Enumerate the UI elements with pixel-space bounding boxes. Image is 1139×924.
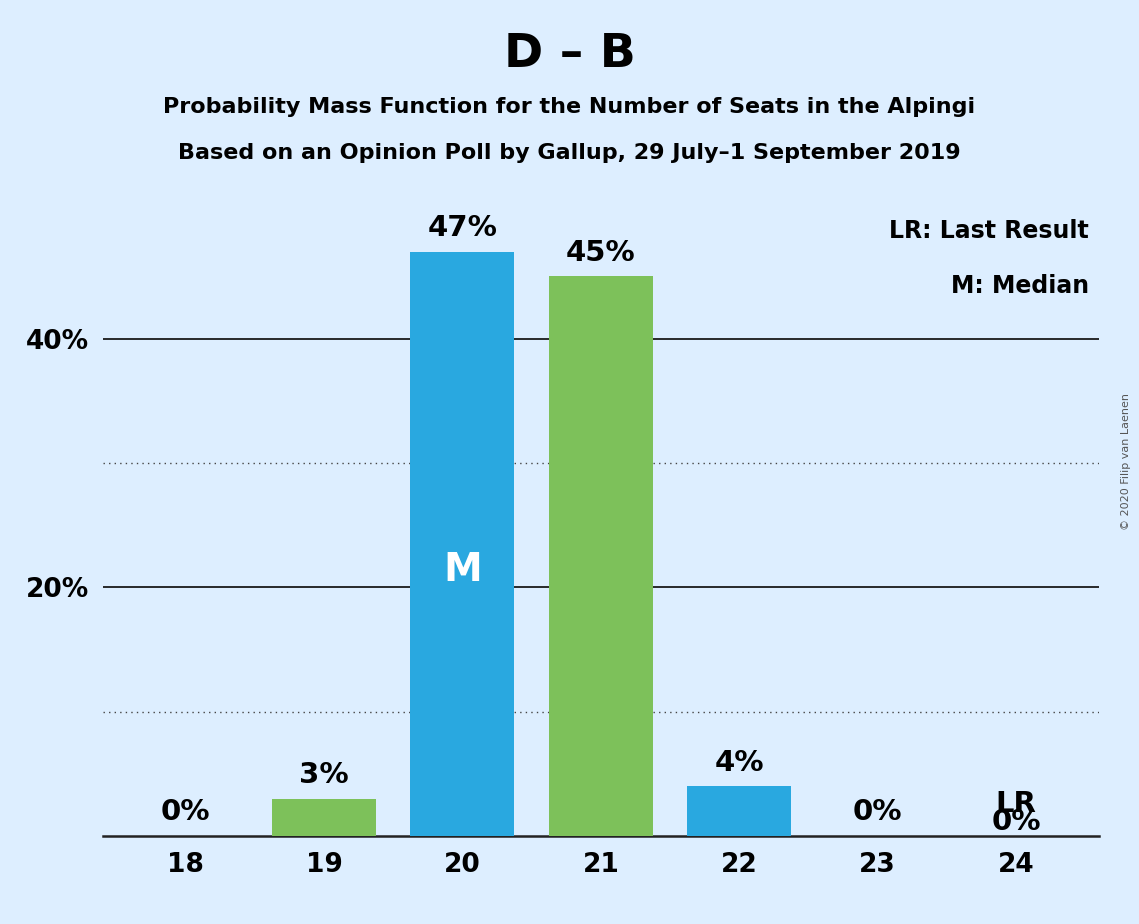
- Text: © 2020 Filip van Laenen: © 2020 Filip van Laenen: [1121, 394, 1131, 530]
- Bar: [549, 276, 653, 836]
- Text: 0%: 0%: [853, 798, 902, 826]
- Bar: [687, 786, 792, 836]
- Text: LR: Last Result: LR: Last Result: [890, 218, 1089, 242]
- Bar: [410, 251, 515, 836]
- Text: LR: LR: [995, 790, 1036, 818]
- Text: 4%: 4%: [714, 748, 764, 776]
- Text: 47%: 47%: [427, 213, 498, 242]
- Text: 45%: 45%: [566, 238, 636, 266]
- Text: D – B: D – B: [503, 32, 636, 78]
- Text: M: M: [443, 552, 482, 590]
- Text: M: Median: M: Median: [951, 274, 1089, 298]
- Text: Based on an Opinion Poll by Gallup, 29 July–1 September 2019: Based on an Opinion Poll by Gallup, 29 J…: [178, 143, 961, 164]
- Text: 3%: 3%: [300, 761, 349, 789]
- Text: 0%: 0%: [991, 808, 1041, 836]
- Text: Probability Mass Function for the Number of Seats in the Alpingi: Probability Mass Function for the Number…: [163, 97, 976, 117]
- Text: 0%: 0%: [161, 798, 211, 826]
- Bar: [272, 799, 376, 836]
